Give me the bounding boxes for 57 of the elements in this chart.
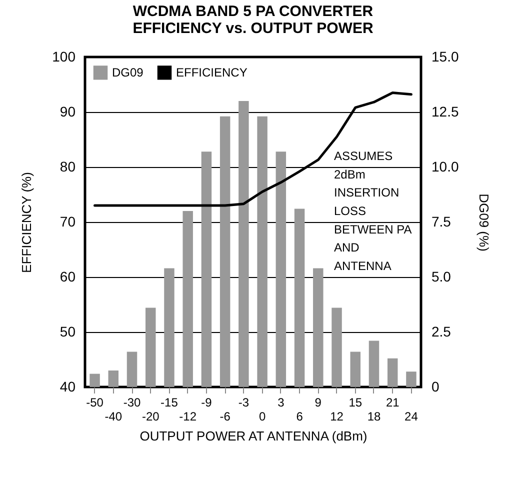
x-tick-label: -20	[142, 410, 160, 424]
bar	[238, 101, 249, 387]
annotation: ASSUMES 2dBm INSERTION LOSS BETWEEN PA AND ANTENNA	[334, 149, 412, 273]
y-tick-label: 60	[60, 268, 76, 284]
x-tick-label: 21	[386, 396, 400, 410]
y2-tick-label: 7.5	[432, 214, 452, 230]
x-tick-label: -40	[104, 410, 122, 424]
legend-label: DG09	[112, 66, 144, 80]
x-tick-label: -9	[201, 396, 212, 410]
y-tick-label: 90	[60, 104, 76, 120]
bar	[146, 308, 156, 387]
y-tick-label: 80	[60, 158, 76, 174]
x-tick-label: 15	[348, 396, 362, 410]
y2-tick-label: 10.0	[432, 158, 459, 174]
bar	[406, 372, 416, 387]
bar	[332, 308, 342, 387]
y2-tick-label: 0	[432, 378, 440, 394]
y2-axis-title: DG09 (%)	[476, 194, 492, 252]
y-tick-label: 50	[60, 324, 76, 340]
legend-label: EFFICIENCY	[176, 66, 248, 80]
x-tick-label: -12	[179, 410, 197, 424]
y2-tick-label: 2.5	[432, 324, 452, 340]
bar	[108, 370, 119, 387]
bar	[126, 352, 138, 387]
x-tick-label: 24	[404, 410, 418, 424]
x-tick-label: 9	[314, 396, 322, 410]
y2-tick-label: 15.0	[432, 48, 459, 64]
x-tick-label: 12	[330, 410, 344, 424]
bar	[201, 152, 212, 387]
bar	[387, 358, 398, 387]
x-tick-label: -3	[238, 396, 250, 410]
bar	[182, 211, 193, 387]
y-tick-label: 40	[60, 378, 76, 394]
y-tick-label: 100	[52, 48, 76, 64]
x-tick-label: 18	[367, 410, 381, 424]
bar	[313, 268, 324, 387]
x-tick-label: -50	[86, 396, 104, 410]
y-axis-title: EFFICIENCY (%)	[19, 172, 34, 273]
x-tick-label: 6	[296, 410, 304, 424]
x-axis-title: OUTPUT POWER AT ANTENNA (dBm)	[140, 428, 368, 444]
bar	[90, 374, 100, 387]
y-tick-label: 70	[60, 214, 76, 230]
bar	[294, 208, 305, 387]
chart-title: WCDMA BAND 5 PA CONVERTER EFFICIENCY vs. OUTPUT POWER	[132, 3, 374, 37]
bar	[368, 340, 380, 387]
bar	[276, 152, 286, 387]
bar	[350, 352, 360, 387]
x-tick-label: -30	[123, 396, 141, 410]
bar	[220, 116, 230, 387]
x-tick-label: -6	[220, 410, 231, 424]
x-tick-label: -15	[160, 396, 178, 410]
x-tick-label: 0	[258, 410, 266, 424]
y2-tick-label: 5.0	[432, 268, 452, 284]
bar	[164, 268, 174, 387]
bar	[257, 116, 268, 387]
y2-tick-label: 12.5	[432, 104, 459, 120]
x-tick-label: 3	[278, 396, 285, 410]
